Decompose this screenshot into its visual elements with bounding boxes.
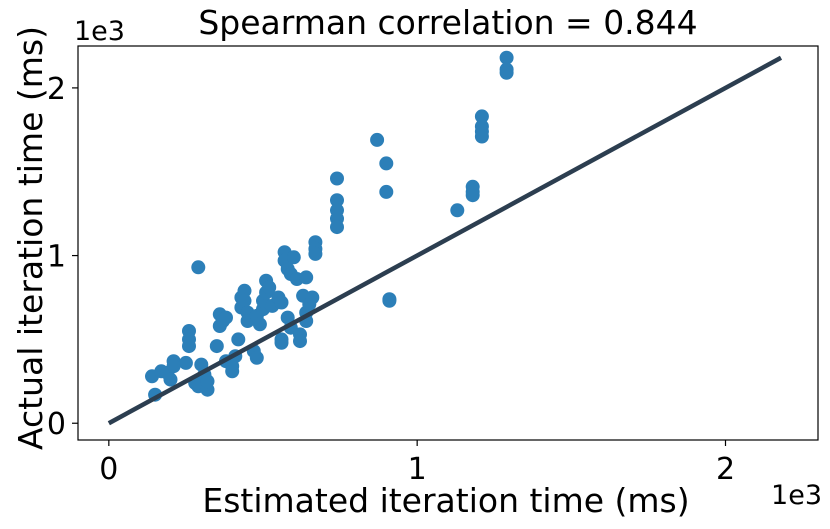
data-point bbox=[370, 132, 385, 147]
x-tick-label: 1 bbox=[408, 452, 427, 487]
plot-area: 0 1 2 0 1 2 bbox=[47, 45, 819, 487]
data-point bbox=[330, 193, 344, 208]
data-point bbox=[308, 246, 323, 261]
chart-title: Spearman correlation = 0.844 bbox=[198, 3, 697, 42]
x-axis-label: Estimated iteration time (ms) bbox=[202, 481, 689, 520]
data-point bbox=[262, 280, 277, 295]
plot-frame bbox=[77, 45, 819, 441]
data-point bbox=[474, 109, 489, 124]
data-point bbox=[382, 293, 397, 308]
data-point bbox=[499, 65, 514, 80]
y-tick-label: 0 bbox=[47, 407, 66, 442]
data-point bbox=[465, 188, 480, 203]
data-point bbox=[474, 129, 489, 144]
x-axis-multiplier: 1e3 bbox=[771, 480, 822, 511]
data-point bbox=[330, 171, 344, 186]
data-point bbox=[274, 335, 289, 350]
reference-line bbox=[107, 55, 783, 426]
y-axis-multiplier: 1e3 bbox=[74, 16, 125, 47]
y-tick-label: 1 bbox=[47, 240, 66, 275]
data-point bbox=[163, 372, 178, 387]
data-point bbox=[237, 283, 252, 298]
data-point bbox=[499, 50, 514, 65]
data-point bbox=[286, 250, 301, 265]
data-point bbox=[379, 156, 394, 171]
data-point bbox=[166, 359, 181, 374]
data-point bbox=[237, 293, 252, 308]
data-point bbox=[379, 184, 394, 199]
data-point bbox=[249, 350, 264, 365]
y-axis-label: Actual iteration time (ms) bbox=[11, 26, 50, 450]
data-point bbox=[200, 374, 215, 389]
data-point bbox=[450, 203, 465, 218]
data-point bbox=[305, 290, 320, 305]
data-point bbox=[299, 270, 314, 285]
data-point bbox=[182, 339, 196, 354]
data-point bbox=[293, 334, 307, 349]
y-tick-label: 2 bbox=[47, 72, 66, 107]
data-point bbox=[191, 260, 206, 275]
data-point bbox=[178, 355, 193, 370]
x-tick-label: 2 bbox=[716, 452, 735, 487]
data-point bbox=[330, 220, 344, 235]
data-point bbox=[219, 310, 233, 325]
data-point bbox=[252, 317, 267, 332]
x-tick-label: 0 bbox=[99, 452, 118, 487]
data-point bbox=[274, 295, 289, 310]
data-point bbox=[231, 332, 246, 347]
data-point bbox=[209, 339, 224, 354]
